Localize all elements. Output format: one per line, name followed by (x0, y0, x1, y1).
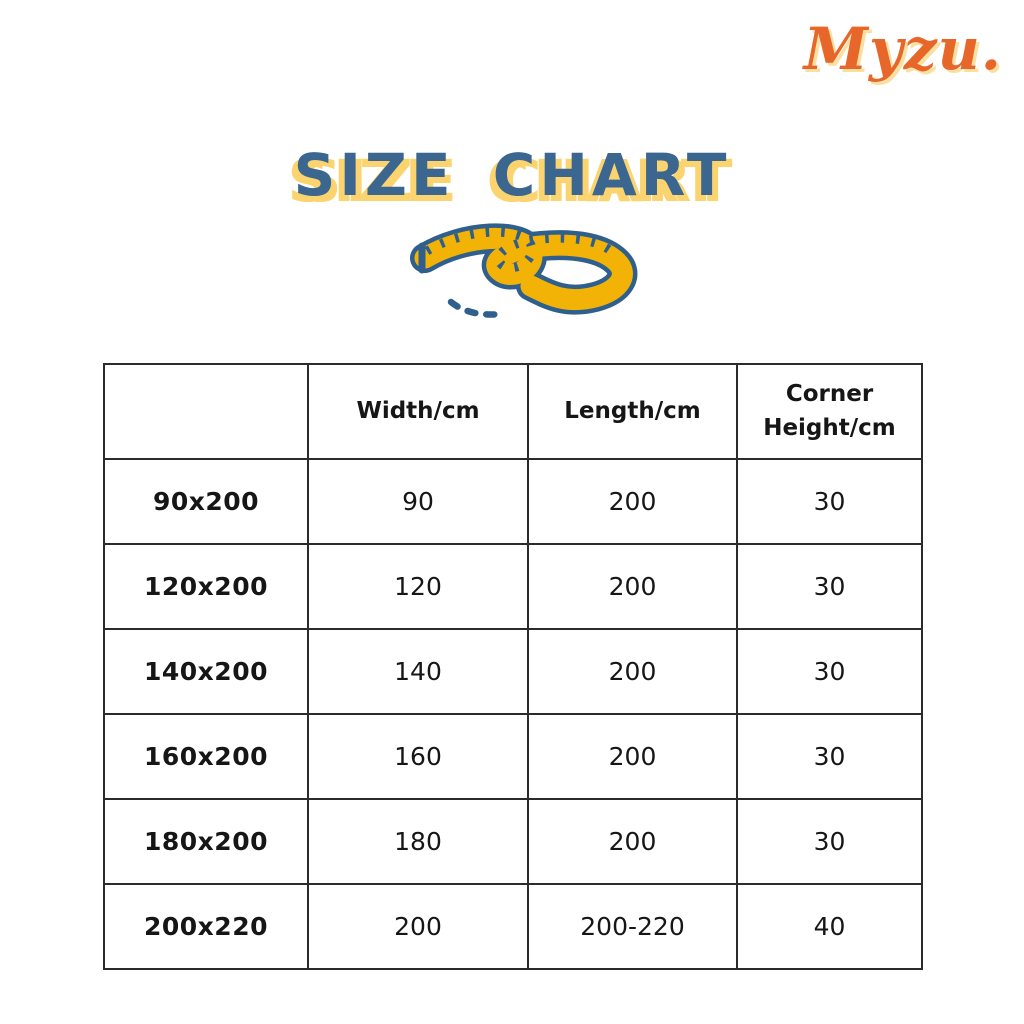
size-table-body: 90x200 90 200 30 120x200 120 200 30 140x… (103, 458, 923, 970)
table-row: 160x200 160 200 30 (103, 713, 923, 800)
column-header-corner-height: Corner Height/cm (736, 363, 923, 460)
cell-width: 140 (307, 628, 529, 715)
table-row: 90x200 90 200 30 (103, 458, 923, 545)
cell-size: 160x200 (103, 713, 309, 800)
cell-width: 200 (307, 883, 529, 970)
cell-size: 180x200 (103, 798, 309, 885)
brand-logo: Myzu. (803, 15, 1002, 83)
cell-corner-height: 30 (736, 458, 923, 545)
column-header-width: Width/cm (307, 363, 529, 460)
cell-width: 120 (307, 543, 529, 630)
cell-length: 200 (527, 713, 738, 800)
cell-length: 200 (527, 458, 738, 545)
measuring-tape-icon (405, 222, 645, 322)
cell-corner-height: 30 (736, 543, 923, 630)
cell-size: 90x200 (103, 458, 309, 545)
cell-corner-height: 30 (736, 713, 923, 800)
size-table: Width/cm Length/cm Corner Height/cm 90x2… (103, 363, 923, 970)
cell-size: 200x220 (103, 883, 309, 970)
size-table-header: Width/cm Length/cm Corner Height/cm (103, 363, 923, 460)
cell-corner-height: 40 (736, 883, 923, 970)
cell-length: 200 (527, 628, 738, 715)
header-row: Width/cm Length/cm Corner Height/cm (103, 363, 923, 460)
measuring-tape-svg (410, 223, 638, 318)
column-header-length: Length/cm (527, 363, 738, 460)
table-row: 200x220 200 200-220 40 (103, 883, 923, 970)
cell-corner-height: 30 (736, 798, 923, 885)
cell-length: 200-220 (527, 883, 738, 970)
column-header-size (103, 363, 309, 460)
cell-width: 90 (307, 458, 529, 545)
table-row: 140x200 140 200 30 (103, 628, 923, 715)
table-row: 120x200 120 200 30 (103, 543, 923, 630)
cell-size: 140x200 (103, 628, 309, 715)
cell-width: 180 (307, 798, 529, 885)
page-title: SIZE CHART (293, 141, 731, 209)
table-row: 180x200 180 200 30 (103, 798, 923, 885)
cell-length: 200 (527, 798, 738, 885)
cell-corner-height: 30 (736, 628, 923, 715)
cell-width: 160 (307, 713, 529, 800)
cell-size: 120x200 (103, 543, 309, 630)
cell-length: 200 (527, 543, 738, 630)
